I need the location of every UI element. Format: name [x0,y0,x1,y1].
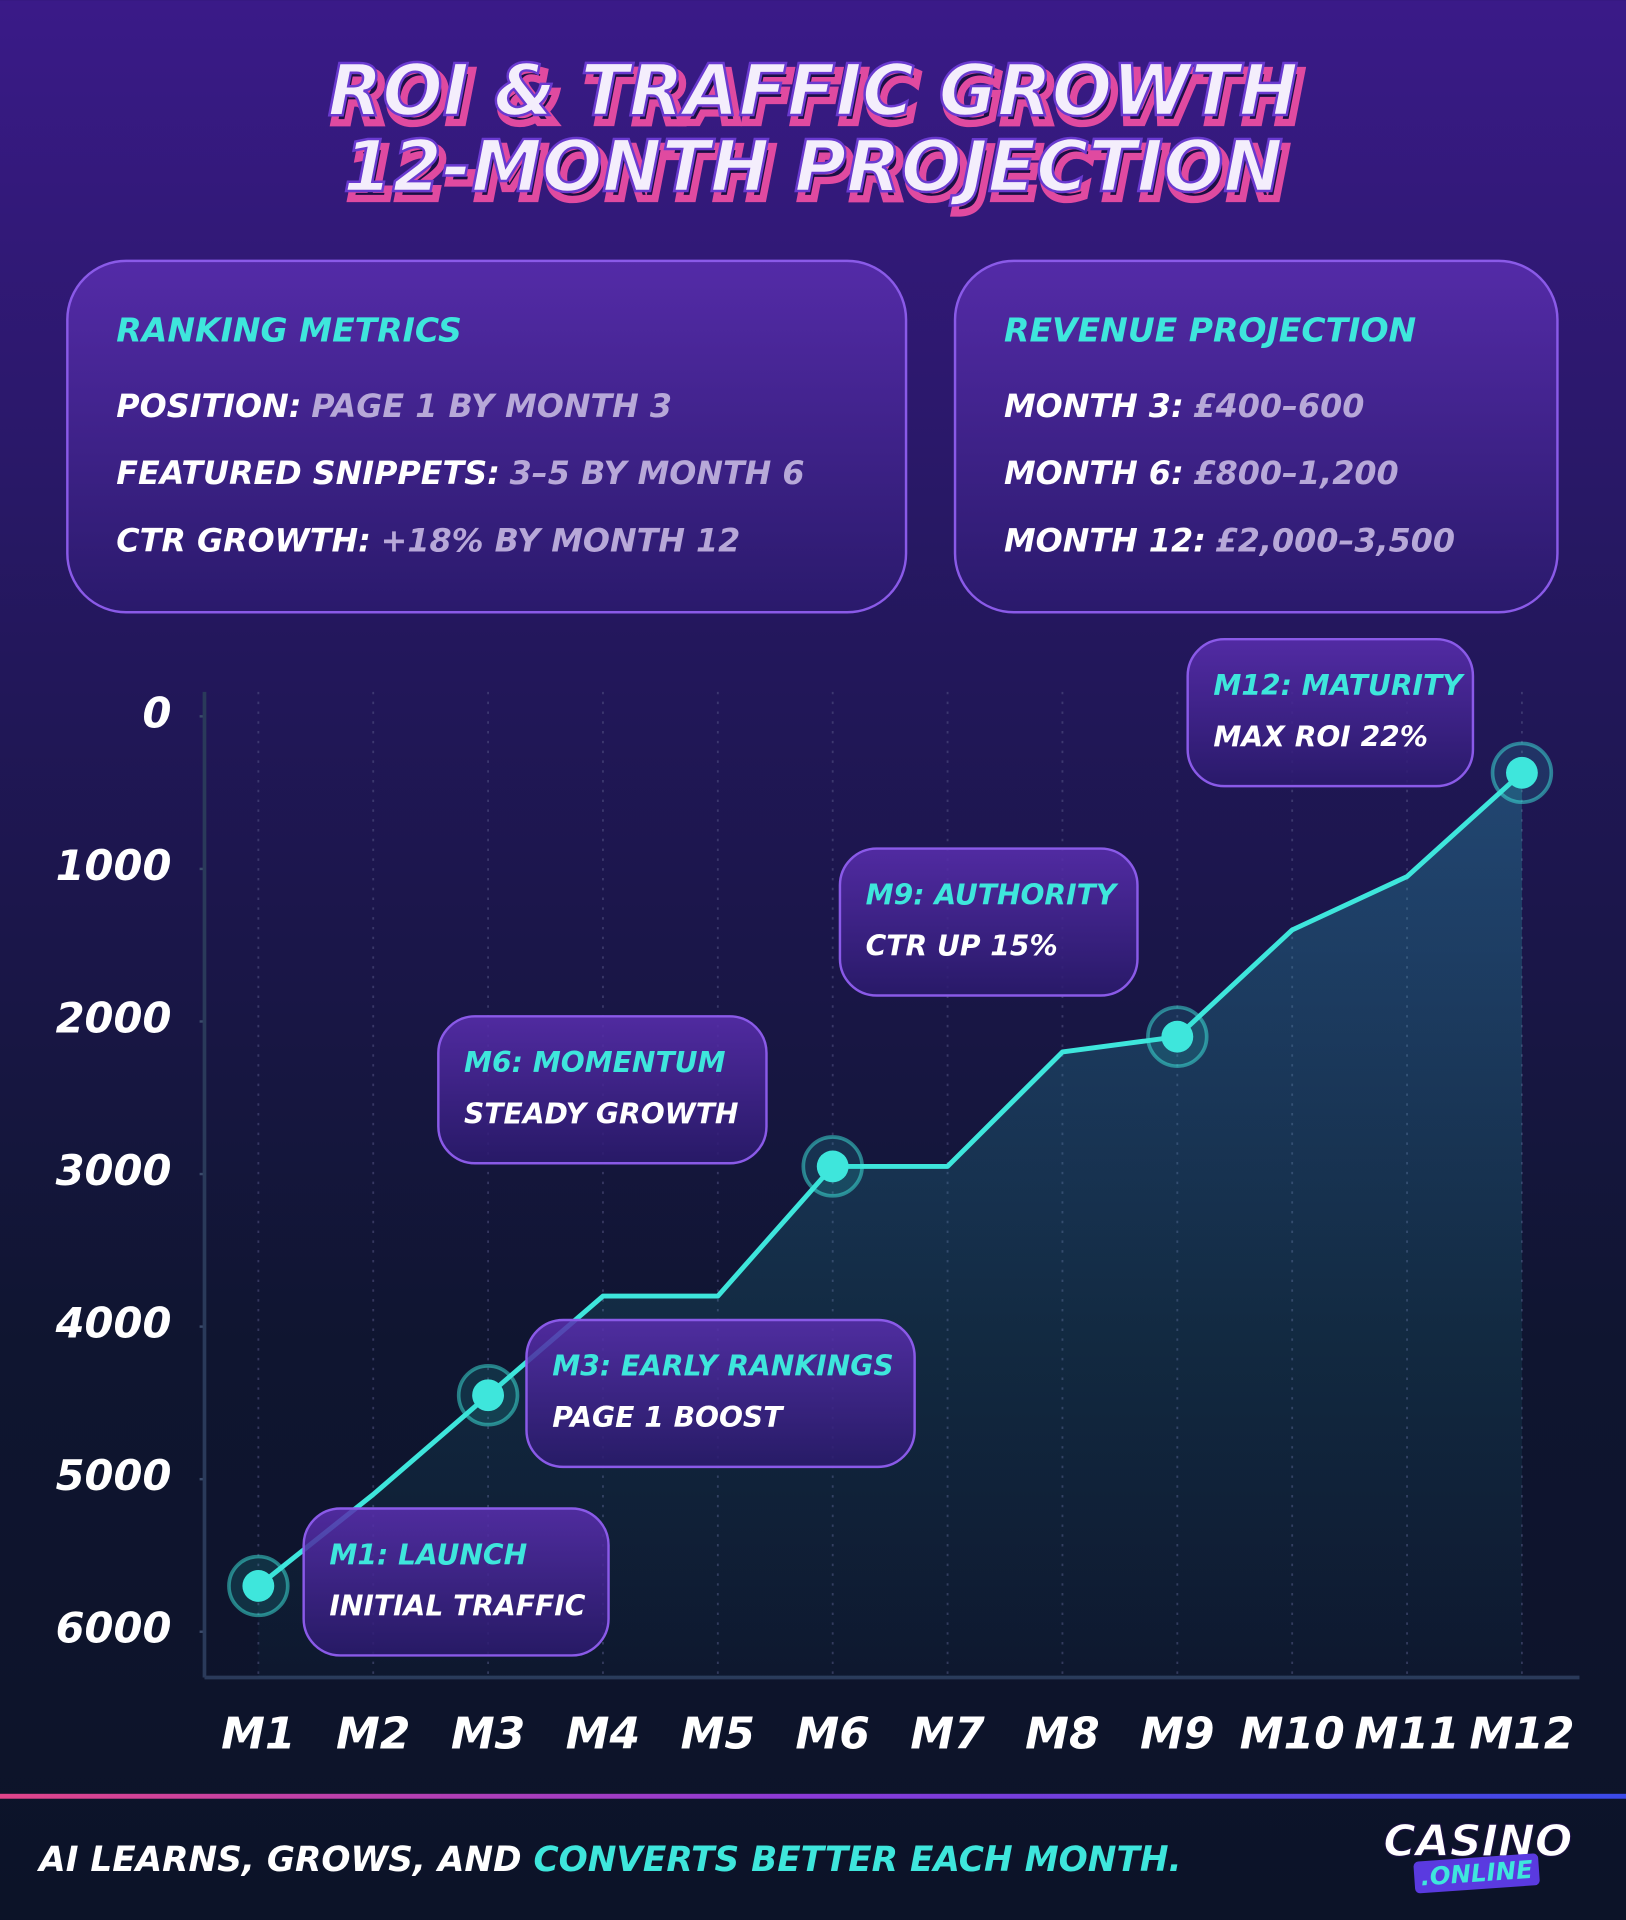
card-row: POSITION: PAGE 1 BY MONTH 3 [116,387,672,425]
text-span: CTR GROWTH: [116,521,371,559]
highlight-point [472,1379,505,1412]
text-span: CONVERTS BETTER EACH MONTH. [533,1840,1181,1880]
x-tick-label: M9 [1140,1708,1215,1759]
annotation-box [437,1015,768,1165]
annotation-box [525,1318,916,1469]
y-tick-label: 6000 [56,1604,172,1653]
text-span: FEATURED SNIPPETS: [116,454,500,492]
x-tick-label: M11 [1354,1708,1459,1759]
card [953,259,1559,614]
card-title: RANKING METRICS [116,310,462,349]
x-tick-label: M5 [681,1708,756,1759]
x-tick-label: M10 [1240,1708,1345,1759]
highlight-point [1506,756,1538,789]
y-tick-label: 5000 [56,1451,172,1500]
card-row: CTR GROWTH: +18% BY MONTH 12 [116,521,740,559]
metric-cards: RANKING METRICS POSITION: PAGE 1 BY MONTH … [66,259,1559,614]
text-span: £800–1,200 [1193,454,1398,492]
x-tick-label: M12 [1469,1708,1574,1759]
highlight-point [242,1570,275,1602]
annotation-title: M12: MATURITY [1213,669,1465,702]
card-row: FEATURED SNIPPETS: 3–5 BY MONTH 6 [116,454,804,492]
annotation-text: INITIAL TRAFFIC [329,1590,585,1623]
divider [0,1793,1626,1799]
annotation-title: M3: EARLY RANKINGS [552,1350,893,1383]
card-row: MONTH 12: £2,000–3,500 [1004,521,1455,559]
chart: M1 M2 M3 M4 M5 M6 M7 M8 M9 M10 M11 M12 0 1000 2000 3000… [55,637,1580,1759]
text-span: MONTH 3: [1004,387,1184,425]
y-tick-label: 0 [142,688,171,737]
card-row: MONTH 6: £800–1,200 [1004,454,1399,492]
annotation-title: M9: AUTHORITY [866,878,1119,911]
highlight-point [1161,1020,1194,1053]
x-tick-label: M3 [451,1708,526,1759]
text-span: MONTH 6: [1004,454,1184,492]
annotation-box [302,1507,610,1657]
highlight-point [816,1150,849,1183]
y-tick-label: 3000 [56,1146,172,1195]
card-title: REVENUE PROJECTION [1004,310,1416,349]
annotation-box [838,847,1139,997]
card [66,259,908,614]
title-line: 12-MONTH PROJECTION [343,125,1283,208]
x-tick-label: M6 [795,1708,870,1759]
text-span: MONTH 12: [1004,521,1206,559]
text-span: +18% BY MONTH 12 [381,521,741,559]
x-tick-label: M2 [336,1708,411,1759]
x-tick-label: M1 [221,1708,296,1759]
annotation-title: M1: LAUNCH [329,1538,527,1571]
annotation-text: MAX ROI 22% [1213,720,1428,753]
text-span: POSITION: [116,387,301,425]
x-tick-label: M4 [566,1708,641,1759]
text-span: 3–5 BY MONTH 6 [510,454,805,492]
annotation-title: M6: MOMENTUM [464,1046,726,1079]
y-tick-label: 4000 [55,1299,172,1348]
y-tick-label: 2000 [56,993,172,1042]
x-tick-label: M8 [1025,1708,1100,1759]
annotation-box [1186,637,1475,788]
text-span: £400–600 [1193,387,1364,425]
y-tick-label: 1000 [56,841,172,890]
line [256,770,1524,1588]
annotation-text: PAGE 1 BOOST [552,1401,785,1434]
text-span: PAGE 1 BY MONTH 3 [311,387,672,425]
text-span: £2,000–3,500 [1216,521,1455,559]
footer-text: AI LEARNS, GROWS, AND CONVERTS BETTER EA… [36,1840,1181,1880]
title-shadow: ROI & TRAFFIC GROWTH [333,56,1304,139]
logo-badge [1413,1853,1540,1894]
annotation-text: STEADY GROWTH [464,1097,738,1130]
text-span: AI LEARNS, GROWS, AND [36,1840,533,1880]
title-shadow: 12-MONTH PROJECTION [348,132,1288,215]
title-line: ROI & TRAFFIC GROWTH [328,49,1299,132]
card-row: MONTH 3: £400–600 [1004,387,1364,425]
annotation-text: CTR UP 15% [866,930,1058,963]
x-tick-label: M7 [910,1708,985,1759]
footer: AI LEARNS, GROWS, AND CONVERTS BETTER EA… [36,1815,1573,1894]
